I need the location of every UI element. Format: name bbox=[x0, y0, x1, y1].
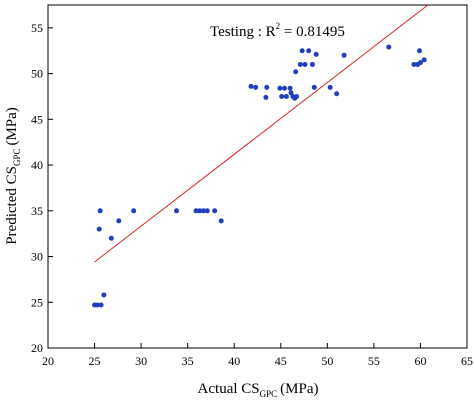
data-point bbox=[334, 91, 340, 97]
data-point bbox=[282, 85, 288, 91]
data-point bbox=[287, 85, 293, 91]
y-tick-label: 30 bbox=[31, 250, 43, 264]
data-point bbox=[311, 84, 317, 90]
x-tick-label: 35 bbox=[182, 354, 194, 368]
y-tick-label: 40 bbox=[31, 158, 43, 172]
data-point bbox=[131, 208, 137, 214]
y-tick-label: 50 bbox=[31, 67, 43, 81]
x-tick-label: 55 bbox=[368, 354, 380, 368]
data-point bbox=[193, 208, 199, 214]
annotation-value: = 0.81495 bbox=[280, 24, 345, 40]
data-point bbox=[327, 84, 333, 90]
data-point bbox=[101, 292, 107, 298]
x-axis-label-main: Actual CS bbox=[198, 381, 260, 397]
annotation-superscript: 2 bbox=[276, 21, 281, 31]
axis-ticks: 20 25 30 35 40 45 50 55 60 65 20 25 30 35 40 45 50 55 bbox=[31, 21, 473, 368]
y-tick-label: 25 bbox=[31, 295, 43, 309]
data-point bbox=[248, 83, 254, 89]
data-point bbox=[293, 69, 299, 75]
data-point bbox=[279, 93, 285, 99]
data-point bbox=[417, 48, 423, 54]
data-point bbox=[309, 61, 315, 67]
data-point bbox=[96, 226, 102, 232]
data-point bbox=[421, 57, 427, 63]
data-point bbox=[302, 61, 308, 67]
x-tick-label: 20 bbox=[42, 354, 54, 368]
data-point bbox=[294, 93, 300, 99]
data-point bbox=[197, 208, 203, 214]
x-tick-label: 60 bbox=[414, 354, 426, 368]
data-points bbox=[92, 44, 427, 308]
data-point bbox=[212, 208, 218, 214]
data-point bbox=[386, 44, 392, 50]
y-tick-label: 45 bbox=[31, 112, 43, 126]
data-point bbox=[263, 94, 269, 100]
x-tick-label: 25 bbox=[89, 354, 101, 368]
y-axis-label: Predicted CSGPC (MPa) bbox=[4, 107, 22, 245]
data-point bbox=[108, 235, 114, 241]
plot-frame bbox=[47, 4, 468, 349]
data-point bbox=[411, 61, 417, 67]
data-point bbox=[94, 302, 100, 308]
y-tick-label: 55 bbox=[31, 21, 43, 35]
data-point bbox=[116, 218, 122, 224]
x-tick-label: 30 bbox=[135, 354, 147, 368]
x-tick-label: 45 bbox=[275, 354, 287, 368]
annotation-prefix: Testing : R bbox=[210, 24, 276, 40]
x-tick-label: 65 bbox=[461, 354, 473, 368]
x-axis-label: Actual CSGPC (MPa) bbox=[198, 381, 319, 399]
data-point bbox=[313, 51, 319, 57]
data-point bbox=[283, 93, 289, 99]
data-point bbox=[98, 302, 104, 308]
x-axis-label-sub: GPC bbox=[260, 389, 278, 399]
data-point bbox=[306, 48, 312, 54]
data-point bbox=[297, 61, 303, 67]
y-axis-label-main: Predicted CS bbox=[4, 166, 20, 245]
y-tick-label: 20 bbox=[31, 341, 43, 355]
data-point bbox=[200, 208, 206, 214]
data-point bbox=[97, 208, 103, 214]
y-axis-label-unit: (MPa) bbox=[4, 107, 20, 145]
fit-annotation: Testing : R2 = 0.81495 bbox=[210, 21, 345, 40]
data-point bbox=[417, 60, 423, 66]
data-point bbox=[277, 85, 283, 91]
x-tick-label: 50 bbox=[321, 354, 333, 368]
y-axis-label-sub: GPC bbox=[12, 149, 22, 167]
data-point bbox=[264, 84, 270, 90]
data-point bbox=[218, 218, 224, 224]
data-point bbox=[204, 208, 210, 214]
fit-line-group bbox=[94, 4, 429, 263]
data-point bbox=[253, 84, 259, 90]
x-axis-label-unit: (MPa) bbox=[280, 381, 318, 397]
fit-line bbox=[94, 4, 429, 263]
y-tick-label: 35 bbox=[31, 204, 43, 218]
data-point bbox=[299, 48, 305, 54]
data-point bbox=[341, 52, 347, 58]
data-point bbox=[173, 208, 179, 214]
x-tick-label: 40 bbox=[228, 354, 240, 368]
